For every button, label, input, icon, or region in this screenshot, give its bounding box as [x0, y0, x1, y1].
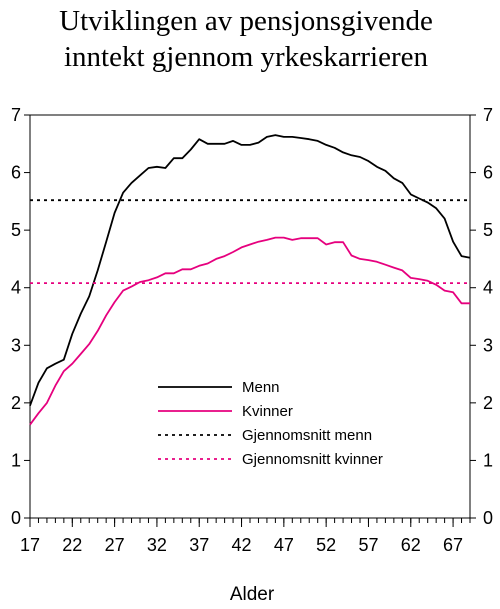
- x-tick-label: 42: [232, 535, 252, 555]
- x-tick-label: 32: [147, 535, 167, 555]
- y-tick-label-left: 1: [11, 450, 21, 470]
- y-tick-label-right: 1: [483, 450, 493, 470]
- y-tick-label-right: 2: [483, 393, 493, 413]
- legend-label-menn: Menn: [242, 379, 280, 396]
- x-tick-label: 62: [401, 535, 421, 555]
- series-line-menn: [29, 134, 471, 407]
- x-tick-label: 22: [62, 535, 82, 555]
- y-tick-label-right: 5: [483, 220, 493, 240]
- legend-label-gjennomsnitt-kvinner: Gjennomsnitt kvinner: [242, 451, 383, 468]
- axis-ticks: 0 01 12 23 34 45 56 67 717 22 27 32 37 42 47 52 57 62 67: [11, 105, 493, 555]
- y-tick-label-left: 5: [11, 220, 21, 240]
- y-tick-label-right: 4: [483, 278, 493, 298]
- y-tick-label-left: 2: [11, 393, 21, 413]
- x-tick-label: 27: [105, 535, 125, 555]
- y-tick-label-left: 7: [11, 105, 21, 125]
- y-tick-label-left: 0: [11, 508, 21, 528]
- legend-label-kvinner: Kvinner: [242, 403, 293, 420]
- x-tick-label: 37: [189, 535, 209, 555]
- y-tick-label-left: 6: [11, 163, 21, 183]
- x-tick-label: 47: [274, 535, 294, 555]
- series-lines: [29, 134, 471, 426]
- y-tick-label-left: 3: [11, 335, 21, 355]
- x-tick-label: 52: [316, 535, 336, 555]
- chart-title-line-2: inntekt gjennom yrkeskarrieren: [64, 41, 428, 73]
- y-tick-label-right: 3: [483, 335, 493, 355]
- chart-title-line-1: Utviklingen av pensjonsgivende: [59, 5, 433, 37]
- y-tick-label-right: 6: [483, 163, 493, 183]
- y-tick-label-right: 0: [483, 508, 493, 528]
- series-line-kvinner: [29, 236, 470, 426]
- legend-label-gjennomsnitt-menn: Gjennomsnitt menn: [242, 427, 372, 444]
- x-tick-label: 67: [443, 535, 463, 555]
- legend: Menn Kvinner Gjennomsnitt menn Gjennomsnitt…: [158, 379, 383, 468]
- x-tick-label: 57: [358, 535, 378, 555]
- y-tick-label-left: 4: [11, 278, 21, 298]
- y-tick-label-right: 7: [483, 105, 493, 125]
- x-tick-label: 17: [20, 535, 40, 555]
- x-axis-label: Alder: [230, 584, 275, 605]
